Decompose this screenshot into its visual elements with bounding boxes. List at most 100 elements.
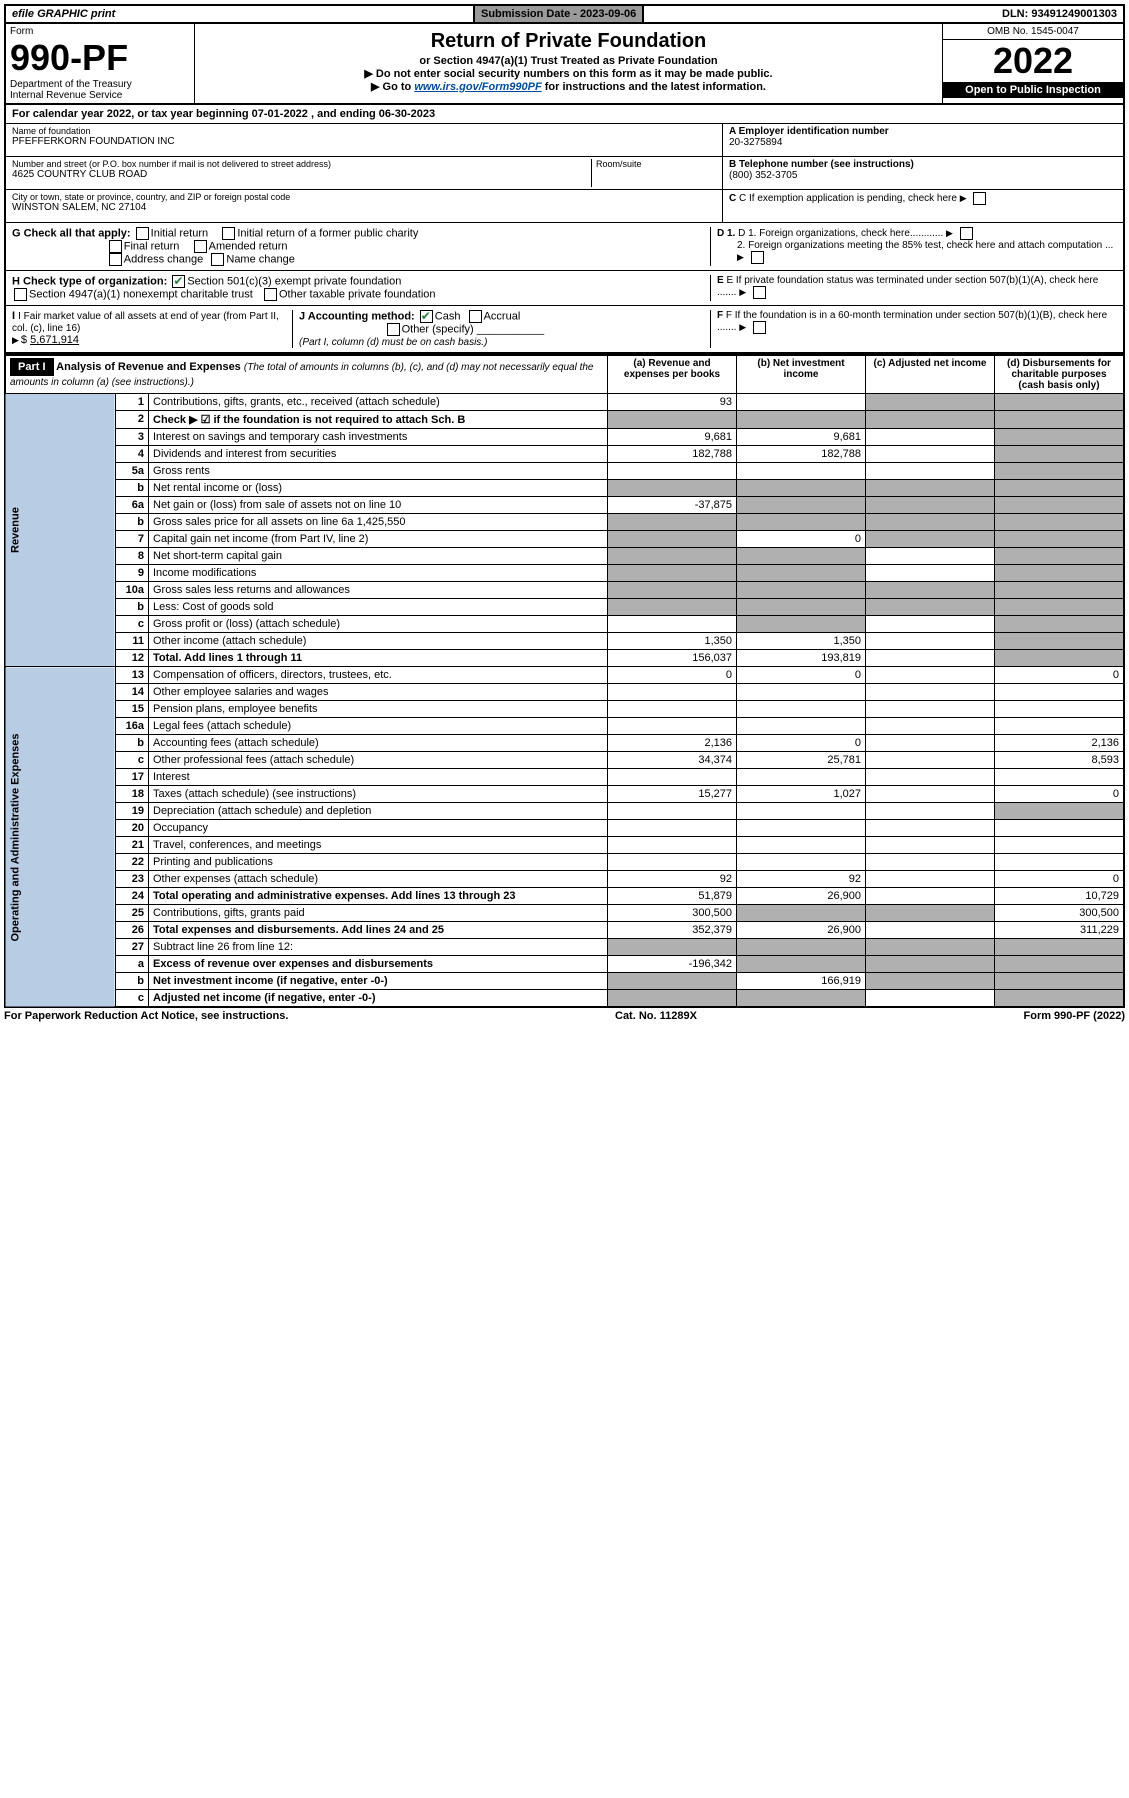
value-cell — [737, 411, 866, 429]
instr2-prefix: ▶ Go to — [371, 81, 414, 93]
former-charity-checkbox[interactable] — [222, 227, 235, 240]
d1-checkbox[interactable] — [960, 227, 973, 240]
value-cell — [737, 394, 866, 411]
table-row: cOther professional fees (attach schedul… — [5, 752, 1124, 769]
value-cell — [737, 701, 866, 718]
line-description: Adjusted net income (if negative, enter … — [149, 990, 608, 1008]
j-label: J Accounting method: — [299, 310, 415, 322]
line-number: 8 — [116, 548, 149, 565]
arrow-icon — [737, 252, 746, 263]
line-number: 9 — [116, 565, 149, 582]
value-cell: 0 — [737, 531, 866, 548]
line-description: Pension plans, employee benefits — [149, 701, 608, 718]
c-checkbox[interactable] — [973, 192, 986, 205]
opt-501c3: Section 501(c)(3) exempt private foundat… — [187, 275, 401, 287]
d2-label: 2. Foreign organizations meeting the 85%… — [737, 240, 1113, 251]
other-method-checkbox[interactable] — [387, 323, 400, 336]
value-cell — [737, 480, 866, 497]
line-description: Legal fees (attach schedule) — [149, 718, 608, 735]
line-number: 27 — [116, 939, 149, 956]
value-cell — [608, 939, 737, 956]
cash-checkbox[interactable] — [420, 310, 433, 323]
value-cell — [866, 684, 995, 701]
value-cell — [608, 565, 737, 582]
value-cell — [866, 837, 995, 854]
value-cell: 51,879 — [608, 888, 737, 905]
value-cell — [995, 956, 1125, 973]
line-description: Occupancy — [149, 820, 608, 837]
opex-side-label: Operating and Administrative Expenses — [5, 667, 116, 1008]
amended-checkbox[interactable] — [194, 240, 207, 253]
value-cell — [608, 463, 737, 480]
value-cell — [737, 497, 866, 514]
line-description: Other employee salaries and wages — [149, 684, 608, 701]
value-cell — [995, 616, 1125, 633]
line-number: b — [116, 480, 149, 497]
f-checkbox[interactable] — [753, 321, 766, 334]
value-cell: 0 — [608, 667, 737, 684]
c-cell: C C If exemption application is pending,… — [723, 190, 1123, 223]
address-change-checkbox[interactable] — [109, 253, 122, 266]
line-description: Net investment income (if negative, ente… — [149, 973, 608, 990]
value-cell: -196,342 — [608, 956, 737, 973]
phone-value: (800) 352-3705 — [729, 170, 1117, 181]
value-cell — [608, 803, 737, 820]
501c3-checkbox[interactable] — [172, 275, 185, 288]
e-checkbox[interactable] — [753, 286, 766, 299]
table-row: 15Pension plans, employee benefits — [5, 701, 1124, 718]
line-number: 21 — [116, 837, 149, 854]
value-cell — [608, 973, 737, 990]
line-number: 19 — [116, 803, 149, 820]
table-row: 10aGross sales less returns and allowanc… — [5, 582, 1124, 599]
c-label: C If exemption application is pending, c… — [739, 193, 957, 204]
col-c-header: (c) Adjusted net income — [866, 355, 995, 394]
4947-checkbox[interactable] — [14, 288, 27, 301]
name-change-checkbox[interactable] — [211, 253, 224, 266]
value-cell — [866, 531, 995, 548]
line-description: Printing and publications — [149, 854, 608, 871]
value-cell: 0 — [995, 871, 1125, 888]
form-link[interactable]: www.irs.gov/Form990PF — [414, 81, 541, 93]
value-cell — [737, 905, 866, 922]
line-number: 14 — [116, 684, 149, 701]
value-cell — [995, 548, 1125, 565]
value-cell — [866, 429, 995, 446]
line-description: Gross sales price for all assets on line… — [149, 514, 608, 531]
table-row: 17Interest — [5, 769, 1124, 786]
other-label: Other (specify) — [402, 323, 474, 335]
form-number: 990-PF — [10, 37, 190, 79]
value-cell — [995, 411, 1125, 429]
value-cell — [866, 956, 995, 973]
accrual-checkbox[interactable] — [469, 310, 482, 323]
table-row: 19Depreciation (attach schedule) and dep… — [5, 803, 1124, 820]
table-row: 11Other income (attach schedule)1,3501,3… — [5, 633, 1124, 650]
name-label: Name of foundation — [12, 126, 716, 136]
d2-checkbox[interactable] — [751, 251, 764, 264]
final-return-checkbox[interactable] — [109, 240, 122, 253]
line-description: Capital gain net income (from Part IV, l… — [149, 531, 608, 548]
line-number: 2 — [116, 411, 149, 429]
value-cell — [608, 769, 737, 786]
line-number: 6a — [116, 497, 149, 514]
value-cell — [866, 446, 995, 463]
instr2-suffix: for instructions and the latest informat… — [542, 81, 766, 93]
value-cell: 1,350 — [608, 633, 737, 650]
arrow-icon — [960, 193, 969, 204]
other-taxable-checkbox[interactable] — [264, 288, 277, 301]
value-cell — [866, 990, 995, 1008]
table-row: Revenue1Contributions, gifts, grants, et… — [5, 394, 1124, 411]
value-cell — [737, 616, 866, 633]
entity-right: A Employer identification number 20-3275… — [722, 124, 1123, 223]
value-cell — [995, 701, 1125, 718]
submission-date: Submission Date - 2023-09-06 — [473, 6, 644, 22]
line-description: Other expenses (attach schedule) — [149, 871, 608, 888]
part1-title: Analysis of Revenue and Expenses — [56, 361, 241, 373]
initial-return-checkbox[interactable] — [136, 227, 149, 240]
entity-left: Name of foundation PFEFFERKORN FOUNDATIO… — [6, 124, 722, 223]
value-cell: -37,875 — [608, 497, 737, 514]
j-note: (Part I, column (d) must be on cash basi… — [299, 337, 487, 348]
value-cell: 9,681 — [737, 429, 866, 446]
value-cell — [866, 616, 995, 633]
ein-cell: A Employer identification number 20-3275… — [723, 124, 1123, 157]
value-cell: 166,919 — [737, 973, 866, 990]
